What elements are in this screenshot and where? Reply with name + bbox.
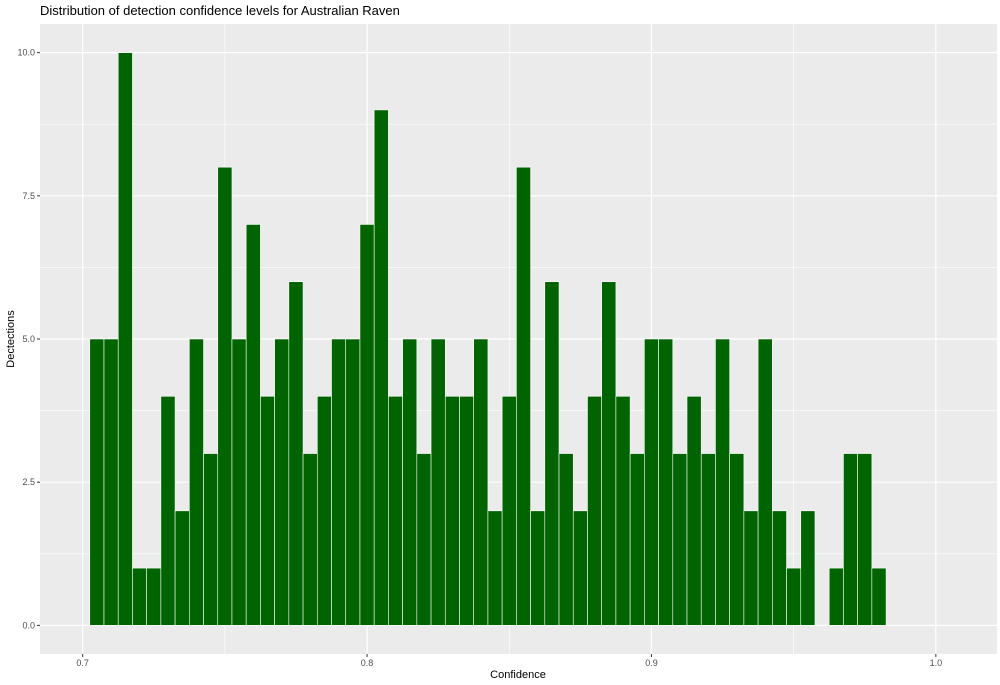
histogram-bar xyxy=(331,338,347,626)
histogram-bar xyxy=(587,395,602,626)
histogram-bar xyxy=(373,109,389,626)
histogram-bar xyxy=(473,338,489,626)
histogram-bar xyxy=(715,338,730,626)
histogram-bar xyxy=(245,224,261,626)
histogram-bar xyxy=(544,281,560,626)
histogram-bar xyxy=(189,338,204,626)
histogram-bar xyxy=(103,338,119,626)
histogram-bar xyxy=(388,395,403,626)
y-axis: 0.0 2.5 5.0 7.5 10.0 xyxy=(17,48,40,630)
histogram-bar xyxy=(430,338,446,626)
y-tick-label: 5.0 xyxy=(22,334,35,344)
histogram-bar xyxy=(658,338,674,626)
histogram-bar xyxy=(729,453,745,626)
x-axis-title: Confidence xyxy=(490,669,546,681)
histogram-bar xyxy=(117,52,133,626)
histogram-bar xyxy=(260,395,275,626)
y-tick-label: 10.0 xyxy=(17,48,35,58)
histogram-bar xyxy=(772,510,787,626)
histogram-bar xyxy=(487,510,503,626)
y-tick-label: 0.0 xyxy=(22,620,35,630)
histogram-bar xyxy=(757,338,773,626)
histogram-bar xyxy=(558,453,574,626)
histogram-bar xyxy=(700,453,716,626)
histogram-bar xyxy=(359,224,375,626)
histogram-bar xyxy=(416,453,432,626)
histogram-bar xyxy=(743,510,759,626)
histogram-bar xyxy=(843,453,858,626)
histogram-bar xyxy=(316,395,332,626)
histogram-bar xyxy=(459,395,475,626)
histogram-bars xyxy=(89,52,887,626)
histogram-bar xyxy=(174,510,190,626)
x-tick-label: 0.7 xyxy=(76,658,89,668)
histogram-bar xyxy=(444,395,460,626)
histogram-bar xyxy=(601,281,617,626)
histogram-bar xyxy=(572,510,588,626)
y-tick-label: 2.5 xyxy=(22,477,35,487)
x-tick-label: 1.0 xyxy=(930,658,943,668)
histogram-bar xyxy=(160,395,176,626)
histogram-bar xyxy=(89,338,105,626)
histogram-bar xyxy=(402,338,418,626)
histogram-bar xyxy=(288,281,304,626)
histogram-bar xyxy=(672,453,688,626)
x-tick-label: 0.8 xyxy=(361,658,374,668)
histogram-bar xyxy=(274,338,290,626)
histogram-bar xyxy=(302,453,318,626)
histogram-bar xyxy=(231,338,247,626)
histogram-bar xyxy=(800,510,816,626)
histogram-bar xyxy=(146,567,162,626)
x-tick-label: 0.9 xyxy=(645,658,658,668)
histogram-bar xyxy=(530,510,546,626)
histogram-bar xyxy=(786,567,802,626)
histogram-bar xyxy=(615,395,631,626)
histogram-bar xyxy=(644,338,659,626)
x-axis: 0.7 0.8 0.9 1.0 xyxy=(76,654,942,668)
histogram-bar xyxy=(217,166,233,626)
histogram-bar xyxy=(345,338,361,626)
histogram-bar xyxy=(686,395,702,626)
y-axis-title: Dectections xyxy=(5,310,17,368)
histogram-bar xyxy=(629,453,645,626)
chart-title: Distribution of detection confidence lev… xyxy=(40,3,400,18)
histogram-bar xyxy=(828,567,844,626)
histogram-bar xyxy=(871,567,887,626)
histogram-bar xyxy=(203,453,219,626)
histogram-bar xyxy=(516,166,531,626)
histogram-bar xyxy=(132,567,147,626)
histogram-bar xyxy=(857,453,873,626)
histogram-bar xyxy=(501,395,517,626)
y-tick-label: 7.5 xyxy=(22,191,35,201)
